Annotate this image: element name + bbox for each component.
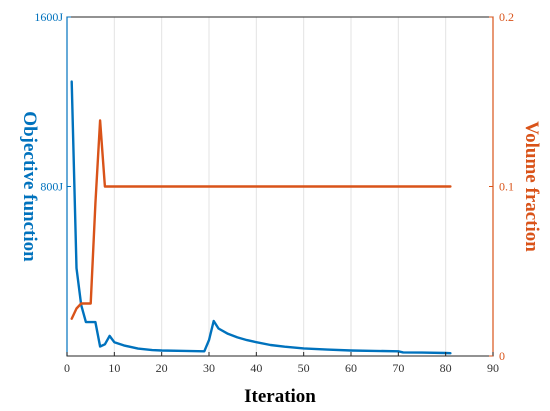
- volume-fraction-line: [70, 119, 452, 320]
- x-tick-label: 60: [345, 361, 357, 375]
- objective-function-line: [70, 80, 452, 355]
- right-y-tick-label: 0.1: [499, 180, 514, 194]
- right-y-axis-title: Volume fraction: [521, 121, 542, 252]
- x-tick-label: 50: [298, 361, 310, 375]
- x-axis-title: Iteration: [244, 386, 316, 407]
- x-tick-label: 40: [250, 361, 262, 375]
- x-tick-label: 70: [392, 361, 404, 375]
- ticks-layer: 0 10 20 30 40 50 60 70 80 90 800J 1600J 0 0.1 0.2: [34, 10, 514, 375]
- right-y-tick-label: 0.2: [499, 10, 514, 24]
- x-tick-label: 0: [64, 361, 70, 375]
- left-y-axis-title: Objective function: [19, 111, 40, 262]
- left-y-tick-label: 800J: [40, 180, 63, 194]
- series-layer: [70, 80, 452, 355]
- x-tick-label: 20: [156, 361, 168, 375]
- x-tick-label: 90: [487, 361, 499, 375]
- x-tick-label: 30: [203, 361, 215, 375]
- left-y-tick-label: 1600J: [34, 10, 63, 24]
- x-tick-label: 80: [440, 361, 452, 375]
- x-tick-label: 10: [108, 361, 120, 375]
- right-y-tick-label: 0: [499, 349, 505, 363]
